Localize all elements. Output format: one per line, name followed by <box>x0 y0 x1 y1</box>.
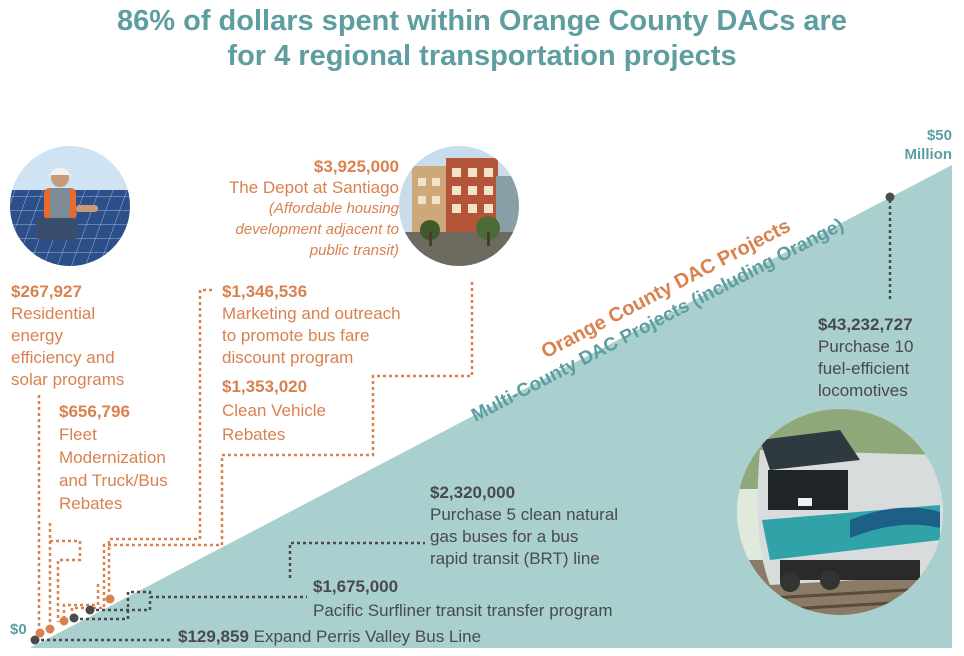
depot-amount: $3,925,000 <box>313 157 399 176</box>
point-residential <box>35 628 45 638</box>
locomotives-line-3: locomotives <box>818 381 908 400</box>
surfliner-annotation: $1,675,000 Pacific Surfliner transit tra… <box>313 575 613 623</box>
depot-building-photo <box>399 146 519 266</box>
surfliner-label: Pacific Surfliner transit transfer progr… <box>313 601 613 620</box>
brt-line-3: rapid transit (BRT) line <box>430 549 600 568</box>
brt-annotation: $2,320,000 Purchase 5 clean natural gas … <box>430 482 618 570</box>
axis-max-line-1: $50 <box>926 127 952 144</box>
solar-worker-photo <box>10 146 130 266</box>
axis-max-line-2: Million <box>904 146 953 163</box>
marketing-annotation: $1,346,536 Marketing and outreach to pro… <box>222 281 401 369</box>
locomotives-line-2: fuel-efficient <box>818 359 910 378</box>
clean-vehicle-line-2: Rebates <box>222 425 286 444</box>
title-line-2: for 4 regional transportation projects <box>227 40 737 72</box>
perris-amount: $129,859 <box>178 627 249 646</box>
point-brt <box>85 605 95 615</box>
axis-max-label: $50 Million <box>880 126 953 164</box>
residential-line-3: efficiency and <box>11 348 115 367</box>
depot-note-line-1: (Affordable housing <box>268 200 399 217</box>
residential-amount: $267,927 <box>11 282 82 301</box>
brt-line-1: Purchase 5 clean natural <box>430 505 619 524</box>
residential-line-2: energy <box>11 326 63 345</box>
brt-line-2: gas buses for a bus <box>430 527 579 546</box>
funding-wedge <box>30 165 952 648</box>
locomotives-annotation: $43,232,727 Purchase 10 fuel-efficient l… <box>818 314 913 402</box>
marketing-line-1: Marketing and outreach <box>222 304 401 323</box>
fleet-amount: $656,796 <box>59 402 130 421</box>
point-perris <box>30 635 40 645</box>
depot-annotation: $3,925,000 The Depot at Santiago (Afford… <box>160 156 399 261</box>
marketing-line-3: discount program <box>222 348 354 367</box>
point-depot <box>105 594 115 604</box>
point-locomotives <box>885 192 895 202</box>
brt-amount: $2,320,000 <box>430 483 516 502</box>
point-surfliner <box>69 613 79 623</box>
gray-connectors <box>35 200 892 642</box>
perris-label: Expand Perris Valley Bus Line <box>253 627 482 646</box>
residential-line-1: Residential <box>11 304 96 323</box>
marketing-amount: $1,346,536 <box>222 282 308 301</box>
clean-vehicle-line-1: Clean Vehicle <box>222 401 326 420</box>
clean-vehicle-annotation: $1,353,020 Clean Vehicle Rebates <box>222 375 326 447</box>
depot-name: The Depot at Santiago <box>228 178 399 197</box>
surfliner-amount: $1,675,000 <box>313 577 399 596</box>
fleet-line-4: Rebates <box>59 494 123 513</box>
residential-annotation: $267,927 Residential energy efficiency a… <box>11 281 124 391</box>
fleet-line-3: and Truck/Bus <box>59 471 168 490</box>
depot-note-line-3: public transit) <box>309 242 399 259</box>
perris-annotation: $129,859 Expand Perris Valley Bus Line <box>178 626 481 648</box>
residential-line-4: solar programs <box>11 370 125 389</box>
locomotives-amount: $43,232,727 <box>818 315 913 334</box>
page-title: 86% of dollars spent within Orange Count… <box>0 4 964 74</box>
locomotives-line-1: Purchase 10 <box>818 337 914 356</box>
marketing-line-2: to promote bus fare <box>222 326 370 345</box>
axis-zero-label: $0 <box>10 621 27 638</box>
clean-vehicle-amount: $1,353,020 <box>222 377 308 396</box>
title-line-1: 86% of dollars spent within Orange Count… <box>117 5 847 37</box>
fleet-annotation: $656,796 Fleet Modernization and Truck/B… <box>59 400 168 515</box>
point-fleet <box>45 624 55 634</box>
point-marketing <box>59 616 69 626</box>
fleet-line-1: Fleet <box>59 425 97 444</box>
fleet-line-2: Modernization <box>59 448 166 467</box>
depot-note-line-2: development adjacent to <box>235 221 399 238</box>
